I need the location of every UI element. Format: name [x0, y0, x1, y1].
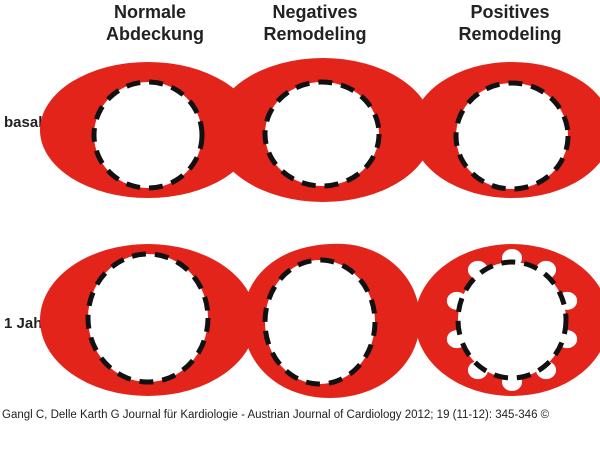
lumen	[88, 254, 208, 382]
lumen-part	[467, 361, 488, 380]
lumen-part	[536, 260, 557, 279]
header: Remodeling	[263, 24, 366, 44]
lumen-part	[536, 361, 557, 380]
plaque-border	[455, 259, 569, 381]
plaque-border	[262, 79, 382, 189]
caption: Gangl C, Delle Karth G Journal für Kardi…	[2, 409, 550, 421]
lumen	[446, 249, 578, 391]
lumen	[456, 83, 568, 189]
plaque-border	[91, 79, 205, 191]
header: Negatives	[272, 2, 357, 22]
plaque-border	[453, 80, 571, 192]
header: Positives	[470, 2, 549, 22]
lumen-part	[467, 260, 488, 279]
plaque-border	[262, 257, 378, 387]
row-label: basal	[4, 114, 42, 131]
lumen	[265, 260, 375, 384]
lumen-part	[458, 262, 566, 378]
row-label: 1 Jahr	[4, 315, 48, 332]
lumen	[94, 82, 202, 188]
lumen	[265, 82, 379, 186]
header: Abdeckung	[106, 24, 204, 44]
header: Normale	[114, 2, 186, 22]
header: Remodeling	[458, 24, 561, 44]
plaque-border	[85, 251, 211, 385]
